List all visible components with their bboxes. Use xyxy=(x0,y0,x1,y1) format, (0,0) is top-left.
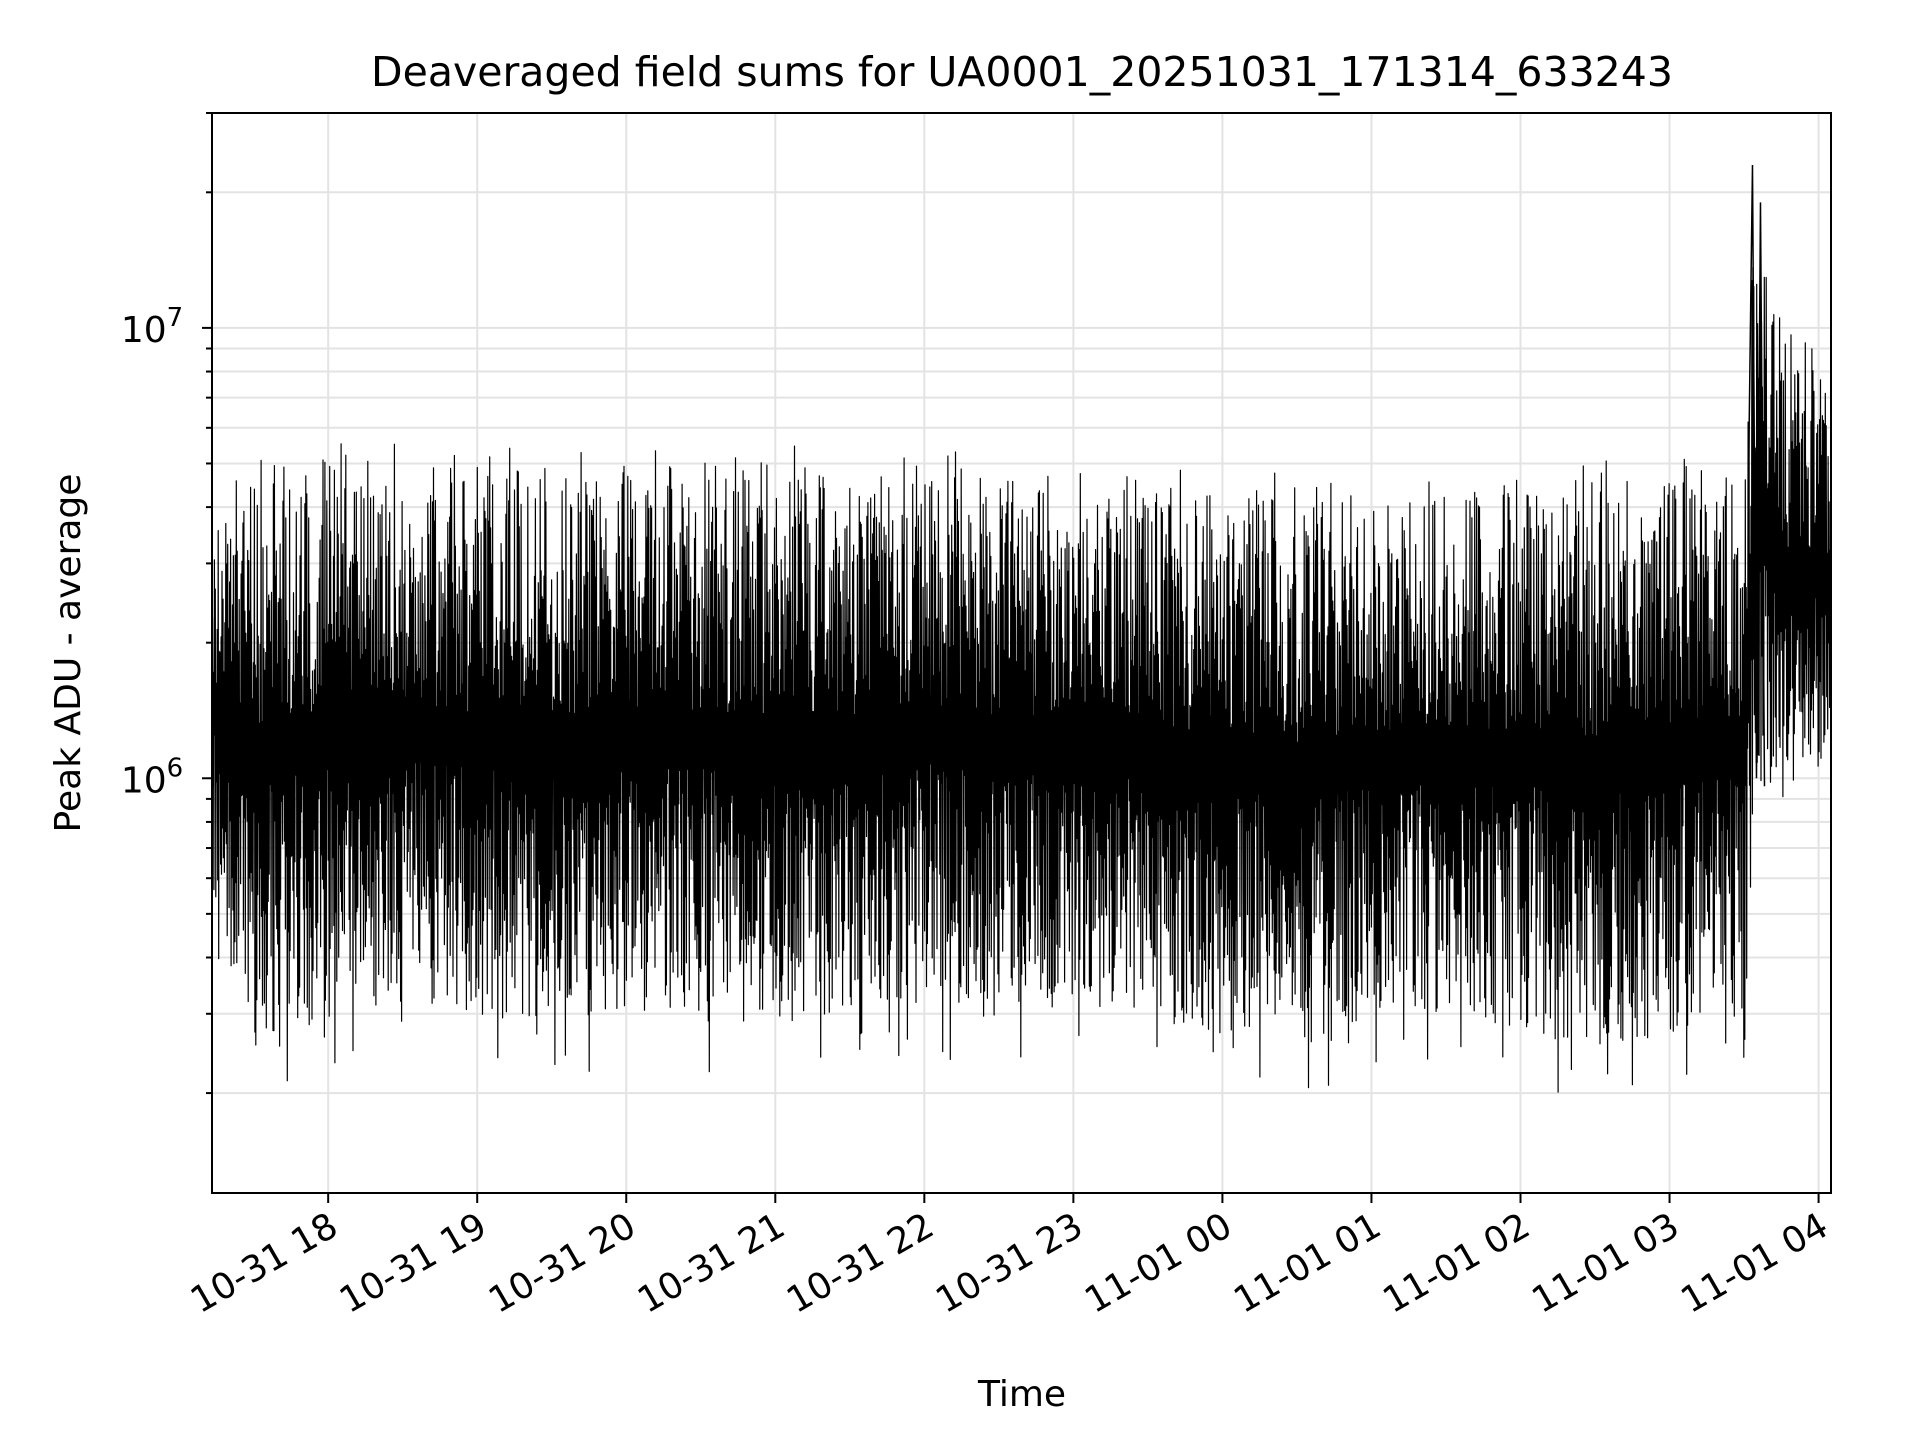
y-tick-label: 106 xyxy=(121,753,183,801)
y-tick-base: 10 xyxy=(121,760,167,801)
data-layer xyxy=(211,164,1832,1093)
x-tick-label: 11-01 04 xyxy=(1674,1205,1835,1321)
y-tick-exponent: 6 xyxy=(167,753,184,783)
x-tick-label: 10-31 20 xyxy=(482,1205,643,1321)
x-tick-label: 10-31 23 xyxy=(929,1205,1090,1321)
x-tick-label: 11-01 03 xyxy=(1525,1205,1686,1321)
y-tick-base: 10 xyxy=(121,310,167,351)
x-axis-label: Time xyxy=(977,1374,1066,1415)
x-tick-label: 11-01 02 xyxy=(1376,1205,1537,1321)
plot-frame xyxy=(211,112,1832,1194)
x-tick-label: 11-01 01 xyxy=(1227,1205,1388,1321)
x-tick-label: 10-31 19 xyxy=(333,1205,494,1321)
chart-title: Deaveraged field sums for UA0001_2025103… xyxy=(371,48,1673,96)
x-tick-label: 11-01 00 xyxy=(1078,1205,1239,1321)
x-tick-label: 10-31 18 xyxy=(184,1205,345,1321)
x-tick-label: 10-31 21 xyxy=(631,1205,792,1321)
y-tick-label: 107 xyxy=(121,303,183,351)
y-axis-label: Peak ADU - average xyxy=(48,474,89,833)
x-tick-label: 10-31 22 xyxy=(780,1205,941,1321)
series-line xyxy=(211,266,1832,1093)
y-tick-exponent: 7 xyxy=(167,303,184,333)
